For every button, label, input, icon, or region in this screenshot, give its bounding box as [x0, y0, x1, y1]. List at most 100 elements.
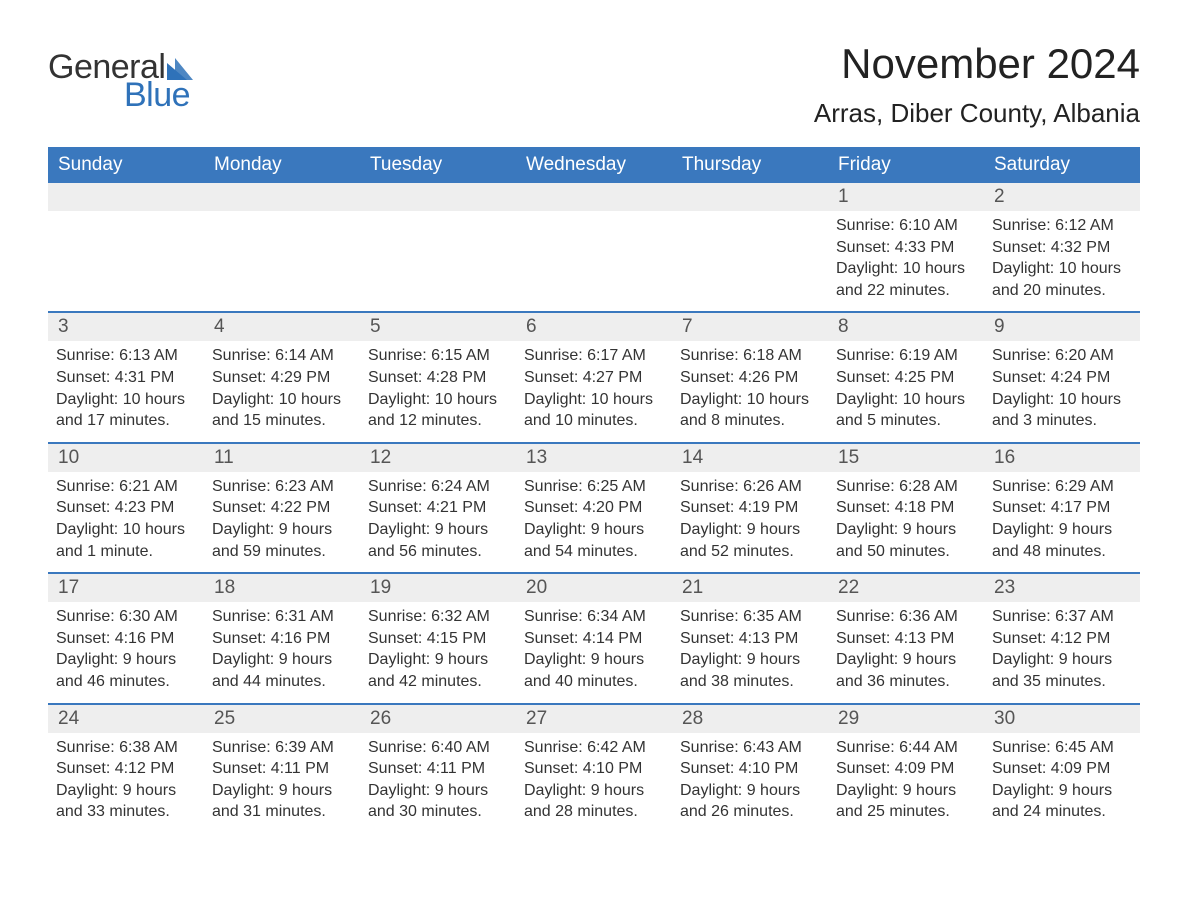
sunrise-line: Sunrise: 6:14 AM	[212, 345, 352, 367]
sunset-line: Sunset: 4:22 PM	[212, 497, 352, 519]
calendar-cell: 27Sunrise: 6:42 AMSunset: 4:10 PMDayligh…	[516, 703, 672, 833]
day-details: Sunrise: 6:39 AMSunset: 4:11 PMDaylight:…	[212, 737, 352, 823]
calendar-cell: 20 Sunrise: 6:34 AMSunset: 4:14 PMDayligh…	[516, 572, 672, 702]
calendar-cell: 22 Sunrise: 6:36 AMSunset: 4:13 PMDayligh…	[828, 572, 984, 702]
day-details: Sunrise: 6:45 AMSunset: 4:09 PMDaylight:…	[992, 737, 1132, 823]
calendar-cell: 1Sunrise: 6:10 AMSunset: 4:33 PMDaylight…	[828, 183, 984, 311]
sunset-line: Sunset: 4:21 PM	[368, 497, 508, 519]
day-number: 12	[360, 444, 516, 472]
calendar-cell: 13Sunrise: 6:25 AMSunset: 4:20 PMDayligh…	[516, 442, 672, 572]
weekday-saturday: Saturday	[984, 147, 1140, 183]
day-number: 22	[828, 574, 984, 602]
sunrise-line: Sunrise: 6:26 AM	[680, 476, 820, 498]
weekday-thursday: Thursday	[672, 147, 828, 183]
weekday-wednesday: Wednesday	[516, 147, 672, 183]
daylight-line: Daylight: 10 hours and 15 minutes.	[212, 389, 352, 432]
day-number: 25	[204, 705, 360, 733]
sunrise-line: Sunrise: 6:39 AM	[212, 737, 352, 759]
sunset-line: Sunset: 4:20 PM	[524, 497, 664, 519]
calendar-cell: 9Sunrise: 6:20 AMSunset: 4:24 PMDaylight…	[984, 311, 1140, 441]
sunrise-line: Sunrise: 6:25 AM	[524, 476, 664, 498]
day-details: Sunrise: 6:20 AMSunset: 4:24 PMDaylight:…	[992, 345, 1132, 431]
calendar-cell: 2Sunrise: 6:12 AMSunset: 4:32 PMDaylight…	[984, 183, 1140, 311]
day-number: 21	[672, 574, 828, 602]
day-number: 11	[204, 444, 360, 472]
day-details: Sunrise: 6:34 AMSunset: 4:14 PMDaylight:…	[524, 606, 664, 692]
day-details: Sunrise: 6:28 AMSunset: 4:18 PMDaylight:…	[836, 476, 976, 562]
sunrise-line: Sunrise: 6:21 AM	[56, 476, 196, 498]
day-number: 1	[828, 183, 984, 211]
day-number: 28	[672, 705, 828, 733]
calendar-cell: 26Sunrise: 6:40 AMSunset: 4:11 PMDayligh…	[360, 703, 516, 833]
calendar-cell: 19Sunrise: 6:32 AMSunset: 4:15 PMDayligh…	[360, 572, 516, 702]
day-details: Sunrise: 6:18 AMSunset: 4:26 PMDaylight:…	[680, 345, 820, 431]
sail-icon	[167, 58, 193, 80]
daylight-line: Daylight: 9 hours and 24 minutes.	[992, 780, 1132, 823]
calendar-cell	[204, 183, 360, 311]
sunset-line: Sunset: 4:17 PM	[992, 497, 1132, 519]
sunset-line: Sunset: 4:29 PM	[212, 367, 352, 389]
sunset-line: Sunset: 4:24 PM	[992, 367, 1132, 389]
sunset-line: Sunset: 4:09 PM	[836, 758, 976, 780]
calendar-cell: 15 Sunrise: 6:28 AMSunset: 4:18 PMDayligh…	[828, 442, 984, 572]
sunset-line: Sunset: 4:18 PM	[836, 497, 976, 519]
day-number: 20	[516, 574, 672, 602]
daylight-line: Daylight: 9 hours and 33 minutes.	[56, 780, 196, 823]
daylight-line: Daylight: 10 hours and 1 minute.	[56, 519, 196, 562]
day-number	[48, 183, 204, 211]
daylight-line: Daylight: 10 hours and 8 minutes.	[680, 389, 820, 432]
daylight-line: Daylight: 10 hours and 20 minutes.	[992, 258, 1132, 301]
sunset-line: Sunset: 4:19 PM	[680, 497, 820, 519]
day-number: 13	[516, 444, 672, 472]
day-number	[516, 183, 672, 211]
daylight-line: Daylight: 9 hours and 28 minutes.	[524, 780, 664, 823]
sunset-line: Sunset: 4:12 PM	[992, 628, 1132, 650]
day-number: 4	[204, 313, 360, 341]
calendar-cell: 28Sunrise: 6:43 AMSunset: 4:10 PMDayligh…	[672, 703, 828, 833]
sunrise-line: Sunrise: 6:29 AM	[992, 476, 1132, 498]
calendar-cell: 11 Sunrise: 6:23 AMSunset: 4:22 PMDayligh…	[204, 442, 360, 572]
calendar-cell: 16Sunrise: 6:29 AMSunset: 4:17 PMDayligh…	[984, 442, 1140, 572]
sunrise-line: Sunrise: 6:17 AM	[524, 345, 664, 367]
day-details: Sunrise: 6:42 AMSunset: 4:10 PMDaylight:…	[524, 737, 664, 823]
brand-blue-text: Blue	[124, 78, 193, 112]
daylight-line: Daylight: 9 hours and 25 minutes.	[836, 780, 976, 823]
sunrise-line: Sunrise: 6:43 AM	[680, 737, 820, 759]
daylight-line: Daylight: 10 hours and 12 minutes.	[368, 389, 508, 432]
sunset-line: Sunset: 4:16 PM	[56, 628, 196, 650]
weekday-monday: Monday	[204, 147, 360, 183]
day-details: Sunrise: 6:44 AMSunset: 4:09 PMDaylight:…	[836, 737, 976, 823]
sunrise-line: Sunrise: 6:44 AM	[836, 737, 976, 759]
day-details: Sunrise: 6:24 AMSunset: 4:21 PMDaylight:…	[368, 476, 508, 562]
calendar-cell: 21Sunrise: 6:35 AMSunset: 4:13 PMDayligh…	[672, 572, 828, 702]
sunset-line: Sunset: 4:26 PM	[680, 367, 820, 389]
day-details: Sunrise: 6:29 AMSunset: 4:17 PMDaylight:…	[992, 476, 1132, 562]
day-number: 17	[48, 574, 204, 602]
calendar-cell: 30Sunrise: 6:45 AMSunset: 4:09 PMDayligh…	[984, 703, 1140, 833]
sunrise-line: Sunrise: 6:40 AM	[368, 737, 508, 759]
day-details: Sunrise: 6:40 AMSunset: 4:11 PMDaylight:…	[368, 737, 508, 823]
sunset-line: Sunset: 4:13 PM	[836, 628, 976, 650]
day-number: 19	[360, 574, 516, 602]
calendar-cell: 6Sunrise: 6:17 AMSunset: 4:27 PMDaylight…	[516, 311, 672, 441]
daylight-line: Daylight: 10 hours and 22 minutes.	[836, 258, 976, 301]
sunrise-line: Sunrise: 6:36 AM	[836, 606, 976, 628]
sunrise-line: Sunrise: 6:15 AM	[368, 345, 508, 367]
calendar-cell: 23Sunrise: 6:37 AMSunset: 4:12 PMDayligh…	[984, 572, 1140, 702]
day-number: 15	[828, 444, 984, 472]
day-details: Sunrise: 6:36 AMSunset: 4:13 PMDaylight:…	[836, 606, 976, 692]
daylight-line: Daylight: 9 hours and 52 minutes.	[680, 519, 820, 562]
sunrise-line: Sunrise: 6:20 AM	[992, 345, 1132, 367]
calendar-cell	[516, 183, 672, 311]
day-number: 6	[516, 313, 672, 341]
day-details: Sunrise: 6:23 AMSunset: 4:22 PMDaylight:…	[212, 476, 352, 562]
sunrise-line: Sunrise: 6:19 AM	[836, 345, 976, 367]
day-details: Sunrise: 6:30 AMSunset: 4:16 PMDaylight:…	[56, 606, 196, 692]
sunset-line: Sunset: 4:28 PM	[368, 367, 508, 389]
day-number: 8	[828, 313, 984, 341]
weekday-header-row: Sunday Monday Tuesday Wednesday Thursday…	[48, 147, 1140, 183]
daylight-line: Daylight: 9 hours and 31 minutes.	[212, 780, 352, 823]
calendar-cell: 14Sunrise: 6:26 AMSunset: 4:19 PMDayligh…	[672, 442, 828, 572]
sunrise-line: Sunrise: 6:42 AM	[524, 737, 664, 759]
calendar-cell: 7Sunrise: 6:18 AMSunset: 4:26 PMDaylight…	[672, 311, 828, 441]
